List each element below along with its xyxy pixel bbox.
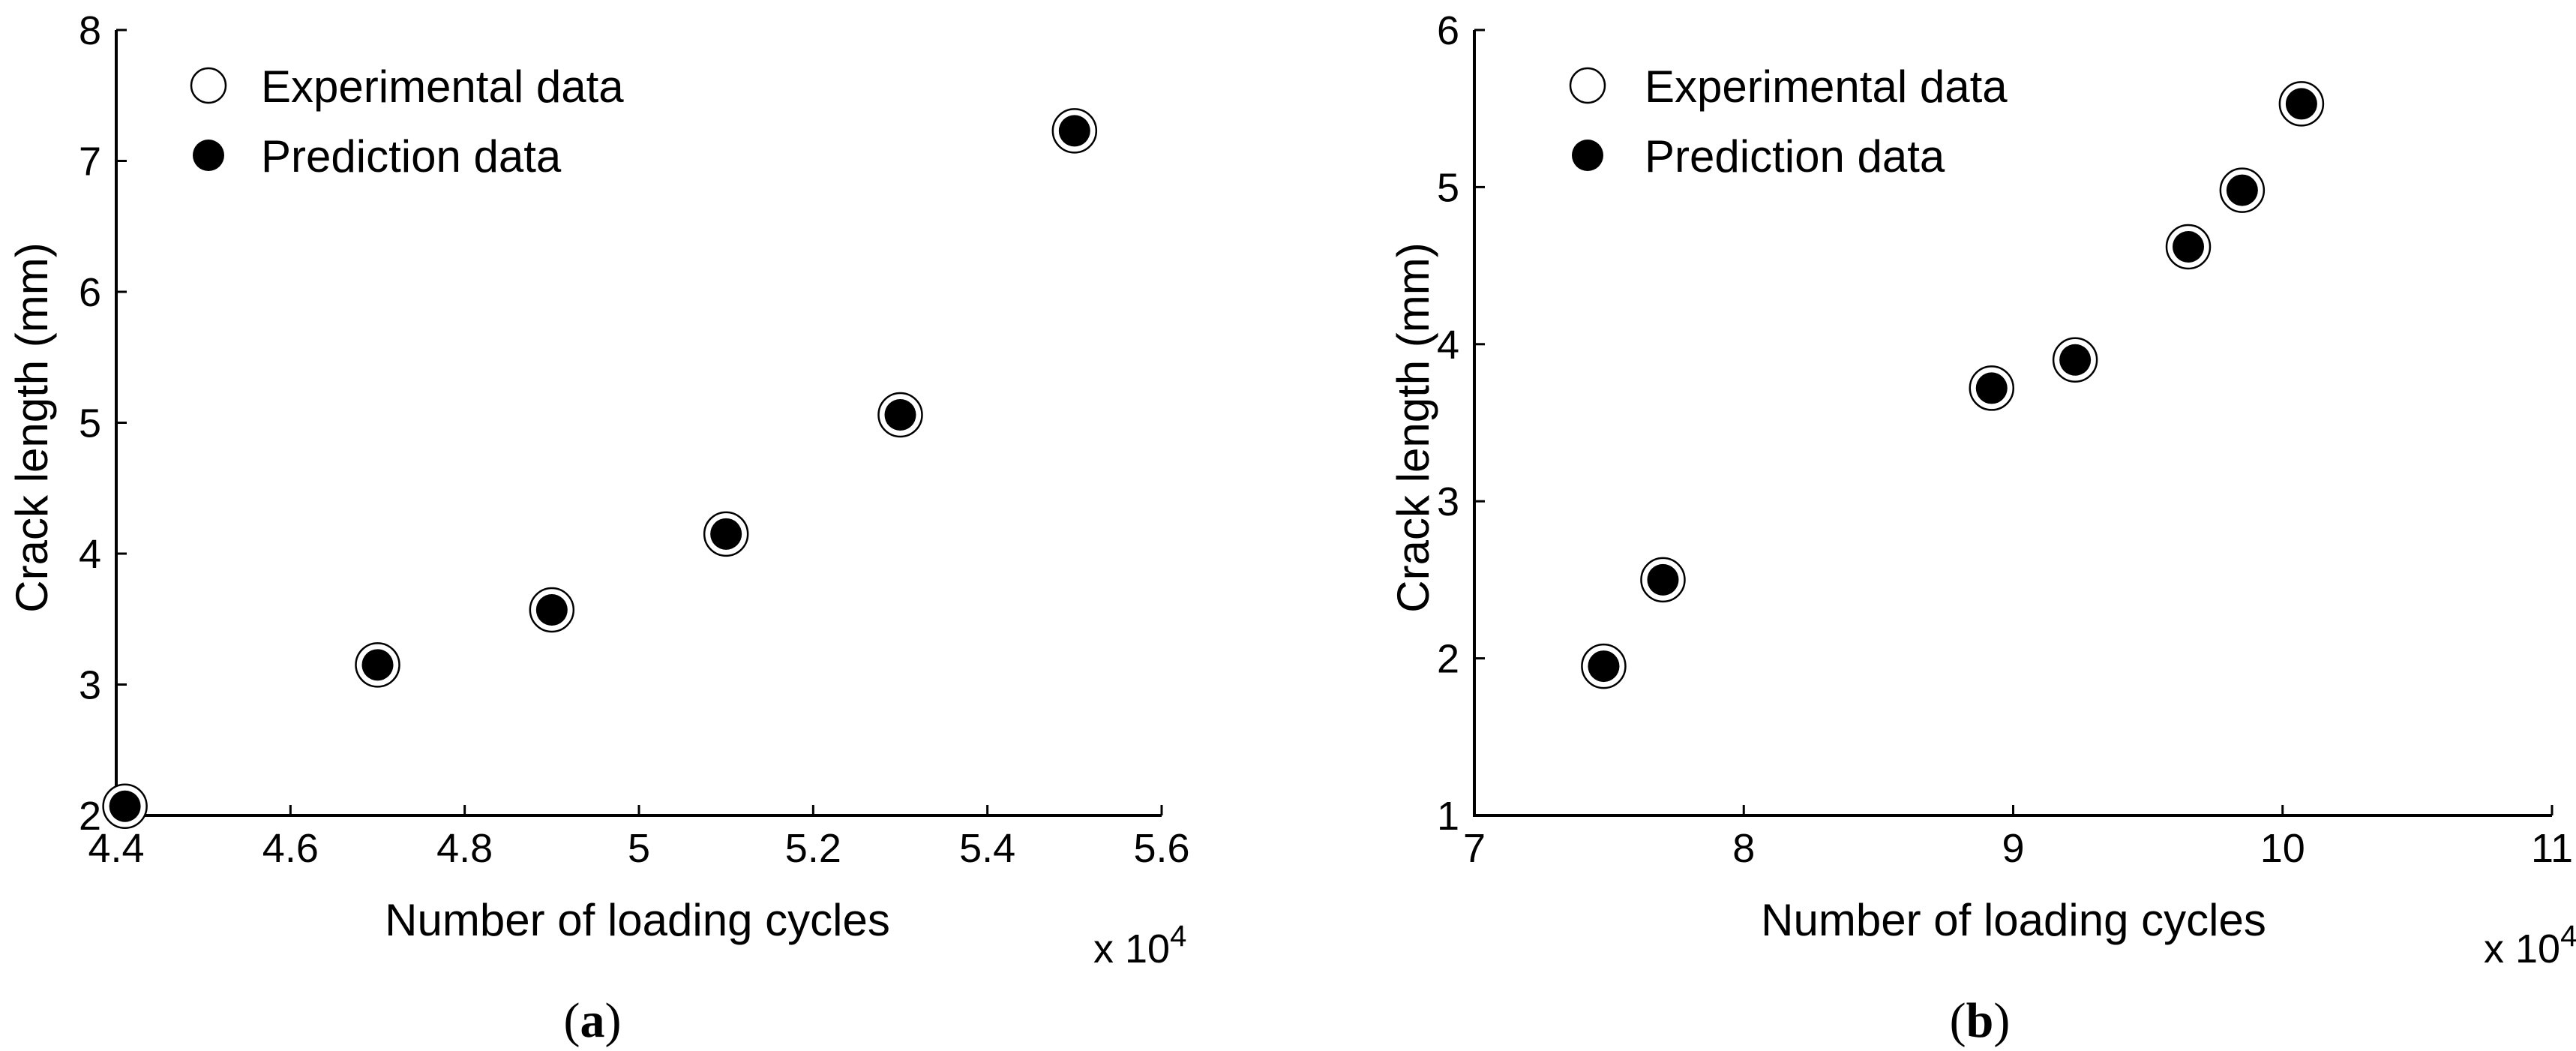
panel-b-y-ticks: 1 2 3 4 5 6 (1437, 8, 1485, 839)
y-tick-label: 5 (1437, 165, 1459, 210)
panel-b-caption: (b) (1950, 993, 2011, 1048)
y-tick-label: 8 (79, 8, 101, 53)
legend-experimental-label: Experimental data (1645, 62, 2008, 112)
x-tick-label: 4.6 (262, 826, 319, 871)
legend-experimental-label: Experimental data (261, 62, 624, 112)
panel-a-points (102, 108, 1098, 830)
prediction-point (1588, 650, 1620, 683)
y-tick-label: 6 (79, 270, 101, 315)
y-tick-label: 3 (79, 663, 101, 708)
x-tick-label: 9 (2002, 826, 2024, 871)
panel-b-axes (1473, 30, 2552, 817)
x-tick-label: 4.4 (88, 826, 144, 871)
x-tick-label: 5 (628, 826, 650, 871)
panel-b-legend: Experimental data Prediction data (1569, 62, 2008, 182)
prediction-point (1647, 563, 1679, 596)
x-tick-label: 10 (2260, 826, 2305, 871)
y-tick-label: 4 (79, 532, 101, 577)
y-tick-label: 1 (1437, 794, 1459, 839)
panel-b-x-ticks: 7 8 9 10 11 (1463, 805, 2573, 871)
y-tick-label: 7 (79, 140, 101, 185)
y-tick-label: 4 (1437, 323, 1459, 368)
prediction-point (884, 399, 916, 431)
legend-filled-circle-marker (1572, 140, 1603, 171)
legend-open-circle-marker (190, 67, 227, 104)
y-tick-label: 5 (79, 401, 101, 446)
y-tick-label: 6 (1437, 8, 1459, 53)
panel-a: 4.4 4.6 4.8 5 5.2 5.4 5.6 2 3 4 5 6 7 8 Experimental… (7, 8, 1190, 1048)
panel-a-caption: (a) (564, 993, 622, 1048)
y-tick-label: 3 (1437, 479, 1459, 524)
x-tick-label: 8 (1732, 826, 1755, 871)
x-tick-label: 4.8 (436, 826, 493, 871)
prediction-point (1058, 115, 1090, 147)
prediction-point (2226, 174, 2258, 206)
x-tick-label: 7 (1463, 826, 1486, 871)
panel-a-legend: Experimental data Prediction data (190, 62, 624, 182)
legend-prediction-label: Prediction data (1645, 131, 1945, 182)
prediction-point (2059, 344, 2092, 376)
x-tick-label: 5.6 (1133, 826, 1189, 871)
prediction-point (535, 594, 568, 626)
x-tick-label: 5.4 (959, 826, 1015, 871)
x-tick-label: 5.2 (785, 826, 841, 871)
panel-a-x-multiplier: x 104 (1093, 920, 1186, 971)
prediction-point (2173, 230, 2205, 263)
panel-a-y-axis-label: Crack length (mm) (7, 242, 57, 612)
panel-a-y-ticks: 2 3 4 5 6 7 8 (79, 8, 127, 839)
prediction-point (710, 518, 742, 550)
prediction-point (109, 790, 141, 822)
panel-a-x-ticks: 4.4 4.6 4.8 5 5.2 5.4 5.6 (88, 805, 1190, 871)
x-tick-label: 11 (2531, 826, 2573, 871)
panel-b-x-axis-label: Number of loading cycles (1761, 895, 2266, 945)
prediction-point (361, 649, 394, 681)
y-tick-label: 2 (79, 794, 101, 839)
panel-b-x-multiplier: x 104 (2484, 920, 2576, 971)
legend-filled-circle-marker (193, 140, 224, 171)
prediction-point (1975, 372, 2008, 404)
prediction-point (2285, 88, 2317, 120)
panel-b-points (1581, 81, 2325, 689)
y-tick-label: 2 (1437, 637, 1459, 682)
legend-open-circle-marker (1569, 67, 1606, 104)
panel-b-y-axis-label: Crack length (mm) (1388, 242, 1438, 612)
panel-a-x-axis-label: Number of loading cycles (385, 895, 890, 945)
legend-prediction-label: Prediction data (261, 131, 562, 182)
